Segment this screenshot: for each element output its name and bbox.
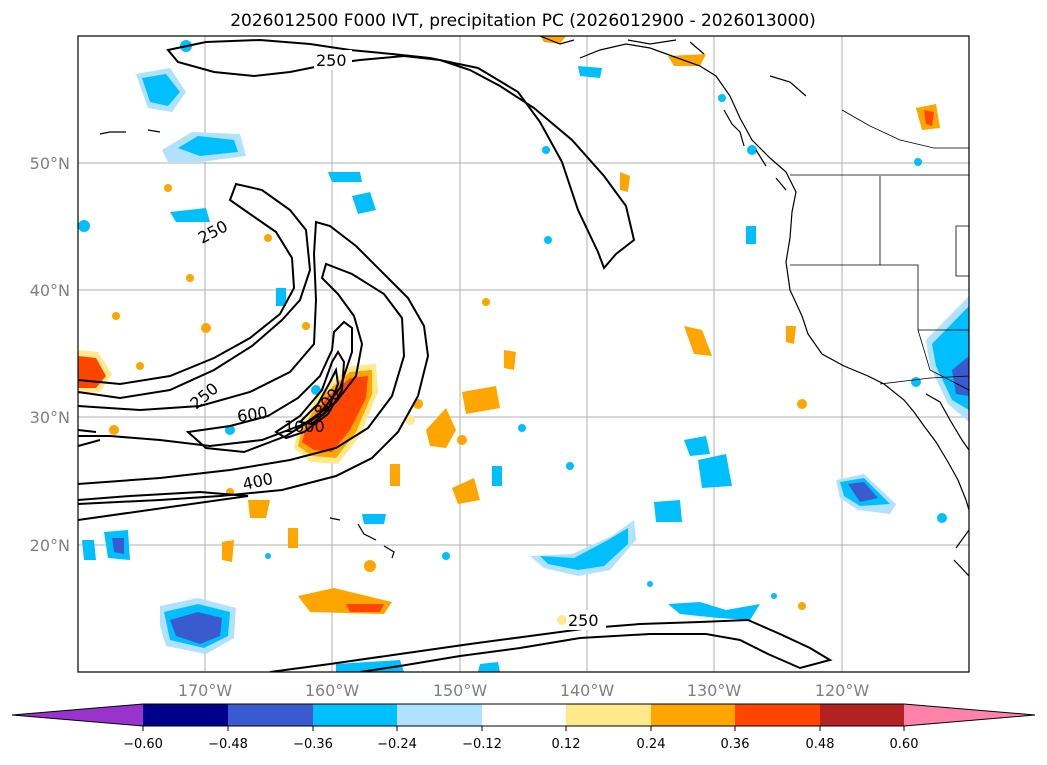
precip-positive-dot — [482, 298, 490, 306]
precip-positive-dot — [797, 399, 807, 409]
precip-negative-cell — [276, 288, 286, 306]
precip-positive-dot — [364, 560, 376, 572]
colorbar-tick-label: −0.36 — [293, 737, 333, 752]
precip-positive-dot — [109, 425, 119, 435]
map-background — [78, 36, 969, 672]
colorbar-extend-high — [904, 704, 1035, 726]
precip-positive-dot — [264, 234, 272, 242]
lat-label-50: 50°N — [30, 154, 70, 173]
precip-negative-dot — [914, 158, 922, 166]
colorbar-extend-low — [12, 704, 143, 726]
precip-negative-dot — [442, 552, 450, 560]
precip-negative-dot — [937, 513, 947, 523]
colorbar-tick-label: 0.36 — [721, 737, 750, 752]
colorbar-tick-label: 0.24 — [637, 737, 666, 752]
precip-positive-dot — [798, 602, 806, 610]
precip-negative-dot — [718, 94, 726, 102]
precip-negative-dot — [265, 553, 271, 559]
precip-positive-cell — [390, 464, 400, 486]
colorbar-tick-label: −0.48 — [208, 737, 248, 752]
contour-label-250: 250 — [316, 51, 347, 70]
lon-label-160w: 160°W — [305, 681, 360, 700]
contour-label-250: 250 — [568, 611, 599, 630]
colorbar-tick-label: −0.60 — [123, 737, 163, 752]
precip-negative-dot — [544, 236, 552, 244]
precip-negative-dot — [747, 145, 757, 155]
colorbar-tick-label: −0.12 — [462, 737, 502, 752]
contour-label-1000: 1000 — [284, 417, 325, 436]
precip-positive-dot — [186, 274, 194, 282]
precip-positive-band-inner — [346, 604, 384, 612]
precip-negative-cell — [698, 454, 732, 488]
precip-positive-cell — [222, 540, 234, 562]
precip-positive-cell — [288, 528, 298, 548]
precip-negative-dot — [911, 377, 921, 387]
lat-label-30: 30°N — [30, 408, 70, 427]
precip-negative-cell — [82, 540, 96, 560]
colorbar-tick-label: −0.24 — [377, 737, 417, 752]
colorbar-swatch — [651, 704, 735, 726]
precip-positive-dot — [557, 615, 567, 625]
precip-positive-dot — [302, 322, 310, 330]
precip-negative-cell — [328, 172, 362, 182]
precip-negative-cell — [362, 514, 386, 524]
precip-negative-dot — [78, 220, 90, 232]
longitude-labels: 170°W 160°W 150°W 140°W 130°W 120°W — [178, 681, 870, 700]
colorbar-ticks — [143, 726, 904, 731]
lon-label-170w: 170°W — [178, 681, 233, 700]
colorbar-tick-label: 0.48 — [806, 737, 835, 752]
colorbar-swatch — [228, 704, 313, 726]
lon-label-120w: 120°W — [815, 681, 870, 700]
precip-positive-dot — [457, 435, 467, 445]
colorbar-tick-label: 0.60 — [890, 737, 919, 752]
colorbar: −0.60 −0.48 −0.36 −0.24 −0.12 0.12 0.24 … — [12, 704, 1035, 752]
lon-label-130w: 130°W — [687, 681, 742, 700]
colorbar-swatch — [143, 704, 228, 726]
precip-positive-dot — [136, 362, 144, 370]
lat-label-20: 20°N — [30, 536, 70, 555]
colorbar-tick-label: 0.12 — [552, 737, 581, 752]
precip-negative-cell — [654, 500, 682, 522]
lon-label-150w: 150°W — [433, 681, 488, 700]
precip-negative-dot — [647, 581, 653, 587]
precip-positive-cell — [504, 350, 516, 370]
colorbar-swatch — [820, 704, 904, 726]
lon-label-140w: 140°W — [560, 681, 615, 700]
colorbar-swatch — [735, 704, 820, 726]
colorbar-swatch — [397, 704, 482, 726]
map-figure: 2026012500 F000 IVT, precipitation PC (2… — [0, 0, 1047, 765]
precip-negative-cell — [746, 226, 756, 244]
figure-title: 2026012500 F000 IVT, precipitation PC (2… — [230, 11, 816, 31]
precip-positive-dot — [201, 323, 211, 333]
latitude-labels: 20°N 30°N 40°N 50°N — [30, 154, 70, 555]
precip-negative-dot — [566, 462, 574, 470]
colorbar-swatch — [482, 704, 566, 726]
precip-positive-dot — [164, 184, 172, 192]
lat-label-40: 40°N — [30, 281, 70, 300]
precip-negative-dot — [771, 593, 777, 599]
precip-negative-dot — [542, 146, 550, 154]
precip-negative-cell — [492, 466, 502, 486]
precip-positive-dot — [112, 312, 120, 320]
precip-positive-cell — [668, 54, 706, 66]
colorbar-swatch — [566, 704, 651, 726]
precip-negative-dot — [518, 424, 526, 432]
colorbar-swatch — [313, 704, 397, 726]
